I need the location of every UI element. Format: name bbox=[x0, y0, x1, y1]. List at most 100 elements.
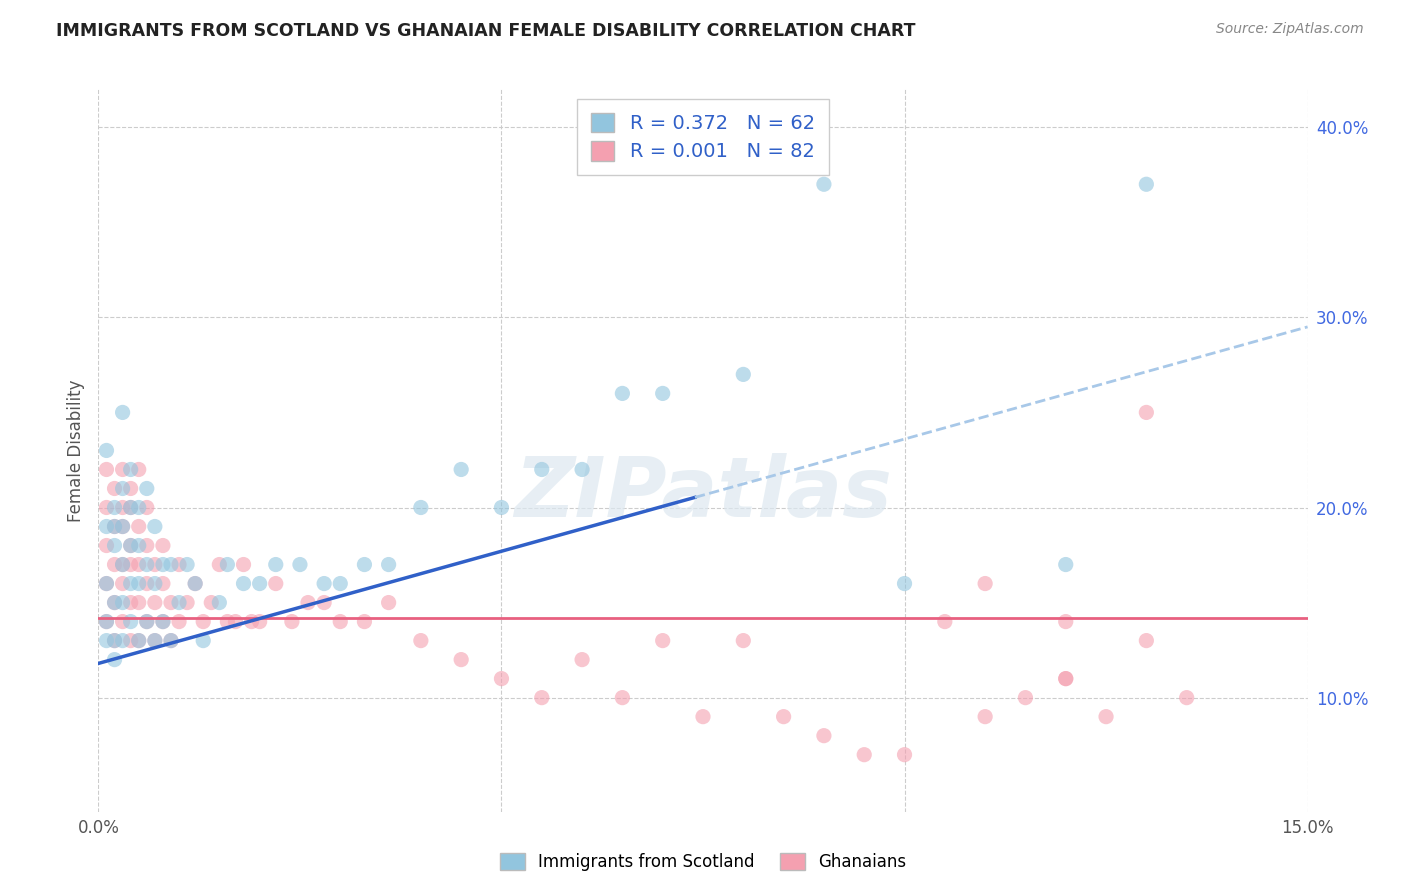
Point bbox=[143, 558, 166, 572]
Point bbox=[103, 539, 125, 553]
Point bbox=[96, 462, 118, 476]
Point bbox=[353, 615, 375, 629]
Point bbox=[571, 462, 593, 476]
Point bbox=[128, 558, 150, 572]
Point bbox=[167, 596, 190, 610]
Point bbox=[1054, 558, 1077, 572]
Point bbox=[128, 576, 150, 591]
Point bbox=[135, 558, 157, 572]
Point bbox=[160, 558, 183, 572]
Legend: Immigrants from Scotland, Ghanaians: Immigrants from Scotland, Ghanaians bbox=[492, 845, 914, 880]
Point bbox=[111, 576, 134, 591]
Point bbox=[128, 539, 150, 553]
Point bbox=[152, 539, 174, 553]
Point bbox=[111, 519, 134, 533]
Point bbox=[692, 709, 714, 723]
Point bbox=[96, 443, 118, 458]
Point bbox=[491, 500, 513, 515]
Point bbox=[128, 500, 150, 515]
Point bbox=[612, 386, 634, 401]
Point bbox=[135, 576, 157, 591]
Point bbox=[128, 519, 150, 533]
Point bbox=[103, 596, 125, 610]
Point bbox=[1135, 405, 1157, 419]
Point bbox=[853, 747, 876, 762]
Point bbox=[111, 519, 134, 533]
Point bbox=[160, 633, 183, 648]
Point bbox=[103, 500, 125, 515]
Point bbox=[96, 539, 118, 553]
Text: ZIPatlas: ZIPatlas bbox=[515, 453, 891, 534]
Point bbox=[111, 462, 134, 476]
Point bbox=[224, 615, 246, 629]
Point bbox=[934, 615, 956, 629]
Point bbox=[184, 576, 207, 591]
Text: IMMIGRANTS FROM SCOTLAND VS GHANAIAN FEMALE DISABILITY CORRELATION CHART: IMMIGRANTS FROM SCOTLAND VS GHANAIAN FEM… bbox=[56, 22, 915, 40]
Point bbox=[103, 633, 125, 648]
Point bbox=[96, 633, 118, 648]
Point bbox=[893, 747, 915, 762]
Y-axis label: Female Disability: Female Disability bbox=[66, 379, 84, 522]
Point bbox=[143, 633, 166, 648]
Point bbox=[176, 596, 198, 610]
Legend: R = 0.372   N = 62, R = 0.001   N = 82: R = 0.372 N = 62, R = 0.001 N = 82 bbox=[578, 99, 828, 175]
Point bbox=[893, 576, 915, 591]
Point bbox=[651, 633, 673, 648]
Point bbox=[217, 615, 239, 629]
Point bbox=[314, 576, 336, 591]
Point bbox=[128, 633, 150, 648]
Point bbox=[111, 558, 134, 572]
Point bbox=[111, 633, 134, 648]
Point bbox=[120, 596, 142, 610]
Point bbox=[96, 615, 118, 629]
Point bbox=[160, 633, 183, 648]
Point bbox=[96, 615, 118, 629]
Point bbox=[120, 615, 142, 629]
Point bbox=[1095, 709, 1118, 723]
Point bbox=[193, 615, 215, 629]
Point bbox=[240, 615, 263, 629]
Point bbox=[813, 178, 835, 192]
Point bbox=[143, 519, 166, 533]
Point bbox=[200, 596, 222, 610]
Point bbox=[111, 615, 134, 629]
Point bbox=[167, 615, 190, 629]
Point bbox=[1054, 615, 1077, 629]
Point bbox=[208, 596, 231, 610]
Point bbox=[103, 482, 125, 496]
Point bbox=[193, 633, 215, 648]
Point bbox=[733, 368, 755, 382]
Point bbox=[1175, 690, 1198, 705]
Point bbox=[135, 482, 157, 496]
Point bbox=[152, 615, 174, 629]
Point bbox=[297, 596, 319, 610]
Point bbox=[135, 539, 157, 553]
Point bbox=[329, 615, 352, 629]
Point bbox=[96, 519, 118, 533]
Point bbox=[103, 596, 125, 610]
Point bbox=[530, 462, 553, 476]
Point bbox=[120, 482, 142, 496]
Point bbox=[264, 576, 287, 591]
Point bbox=[120, 500, 142, 515]
Point bbox=[184, 576, 207, 591]
Point bbox=[120, 500, 142, 515]
Point bbox=[120, 633, 142, 648]
Point bbox=[160, 596, 183, 610]
Point bbox=[143, 576, 166, 591]
Point bbox=[530, 690, 553, 705]
Point bbox=[120, 462, 142, 476]
Point bbox=[217, 558, 239, 572]
Point bbox=[128, 462, 150, 476]
Point bbox=[409, 500, 432, 515]
Point bbox=[612, 690, 634, 705]
Point bbox=[353, 558, 375, 572]
Point bbox=[1014, 690, 1036, 705]
Point bbox=[135, 615, 157, 629]
Point bbox=[208, 558, 231, 572]
Point bbox=[135, 615, 157, 629]
Point bbox=[96, 576, 118, 591]
Point bbox=[103, 519, 125, 533]
Point bbox=[491, 672, 513, 686]
Point bbox=[249, 615, 271, 629]
